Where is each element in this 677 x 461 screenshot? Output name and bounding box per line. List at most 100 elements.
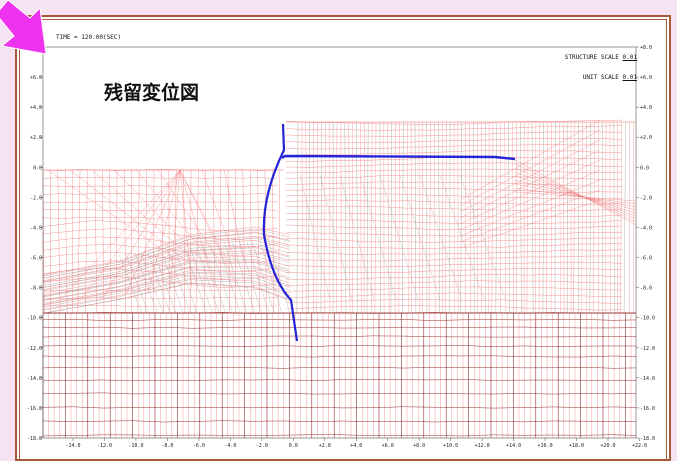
mesh-line [42,256,291,294]
mesh-line [285,224,623,231]
mesh-line [57,169,61,314]
mesh-line [459,179,601,237]
mesh-line [402,121,404,314]
mesh-line [285,193,623,200]
y-tick-label-right: +8.0 [640,45,652,51]
mesh-line [296,121,299,314]
mesh-line [316,121,318,314]
mesh-line [438,121,440,314]
mesh-line [278,169,280,314]
mesh-line [42,277,291,310]
mesh-line [239,241,262,313]
mesh-line [459,139,601,213]
mesh-line [319,174,353,301]
mesh-line [42,185,278,187]
mesh-line [459,149,601,219]
mesh-line [42,335,637,338]
mesh-line [189,246,213,313]
mesh-line [174,169,177,314]
mesh-line [285,175,623,180]
mesh-line [179,169,229,263]
x-tick-label: -10.0 [128,443,143,449]
mesh-line [514,175,637,214]
mesh-line [459,189,601,243]
mesh-line [153,250,176,313]
mesh-line [344,121,347,314]
mesh-line [459,129,601,207]
mesh-line [371,121,373,314]
mesh-line [407,121,409,314]
y-tick-label-right: +2.0 [640,135,652,141]
mesh-line [542,121,544,314]
structure-scale: STRUCTURE SCALE 0.01 [565,54,637,61]
y-tick-label-left: -8.0 [30,286,42,292]
mesh-line [135,169,213,263]
mesh-line [459,199,601,249]
mesh-line [42,268,278,280]
mesh-line [42,379,637,382]
mesh-line [285,299,623,304]
mesh-line [514,163,637,223]
y-tick-label-left: -14.0 [27,376,42,382]
mesh-line [285,249,623,255]
mesh-line [589,121,591,314]
x-tick-label: +6.0 [382,443,394,449]
mesh-line [160,250,184,313]
mesh-line [250,169,253,314]
x-tick-label: -6.0 [193,443,205,449]
mesh-line [42,345,637,347]
y-tick-label-left: -18.0 [27,436,42,442]
mesh-line [223,169,245,263]
mesh-line [202,245,226,313]
mesh-line [42,193,278,195]
mesh-line [196,246,219,313]
x-tick-label: +16.0 [538,443,553,449]
mesh-line [285,144,623,150]
mesh-line [147,169,181,293]
mesh-line [285,199,623,205]
mesh-line [259,238,282,313]
x-tick-label: +2.0 [319,443,331,449]
mesh-line [42,252,291,291]
mesh-line [285,262,623,268]
x-tick-label: -12.0 [97,443,112,449]
tie-rod [281,154,516,161]
x-tick-label: -2.0 [256,443,268,449]
mesh-line [145,169,147,314]
mesh-line [399,174,441,301]
mesh-line [42,236,291,281]
mesh-line [42,366,637,369]
mesh-line [42,270,291,304]
mesh-line [42,326,637,329]
mesh-line [81,169,181,299]
mesh-line [421,121,423,314]
mesh-line [504,121,507,314]
mesh-line [285,280,623,286]
mesh-line [299,174,331,301]
structure-scale-label: STRUCTURE SCALE [564,54,619,61]
y-tick-label-left: -2.0 [30,195,42,201]
mesh-line [102,169,105,314]
mesh-line [59,169,181,301]
mesh-line [103,169,181,297]
diagram-title: 残留変位図 [104,82,200,104]
axis-frame: -14.0 -12.0 -10.0 -8.0 -6.0 -4.0 -2.0 0.0 +2.0 +4… [27,45,655,449]
mesh-line [242,169,246,314]
y-tick-label-right: 0.0 [640,165,649,171]
mesh-line [42,217,278,219]
mesh-line [42,231,291,279]
mesh-line [137,169,140,314]
mesh-line [125,254,149,313]
mesh-grid [42,119,637,438]
mesh-line [42,232,291,279]
mesh-line [285,268,623,274]
mesh-line [42,319,637,321]
mesh-line [285,150,623,156]
x-tick-label: +20.0 [600,443,615,449]
mesh-line [190,169,192,314]
mesh-line [285,219,623,224]
y-tick-label-right: -18.0 [640,436,655,442]
mesh-line [285,187,623,193]
unit-scale-label: UNIT SCALE [582,74,619,81]
